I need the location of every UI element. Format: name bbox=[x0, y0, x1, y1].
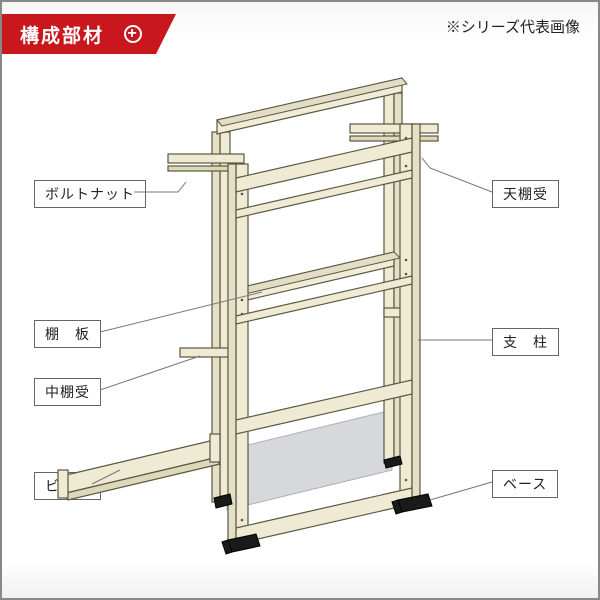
plus-icon: + bbox=[124, 25, 142, 43]
header-note: ※シリーズ代表画像 bbox=[446, 16, 580, 37]
banner-title: 構成部材 bbox=[20, 21, 104, 48]
rack-diagram bbox=[2, 60, 600, 600]
header-banner: 構成部材 + bbox=[2, 14, 176, 54]
diagram-frame: 構成部材 + ※シリーズ代表画像 ボルトナット 棚 板 中棚受 ビーム 天棚受 … bbox=[0, 0, 600, 600]
